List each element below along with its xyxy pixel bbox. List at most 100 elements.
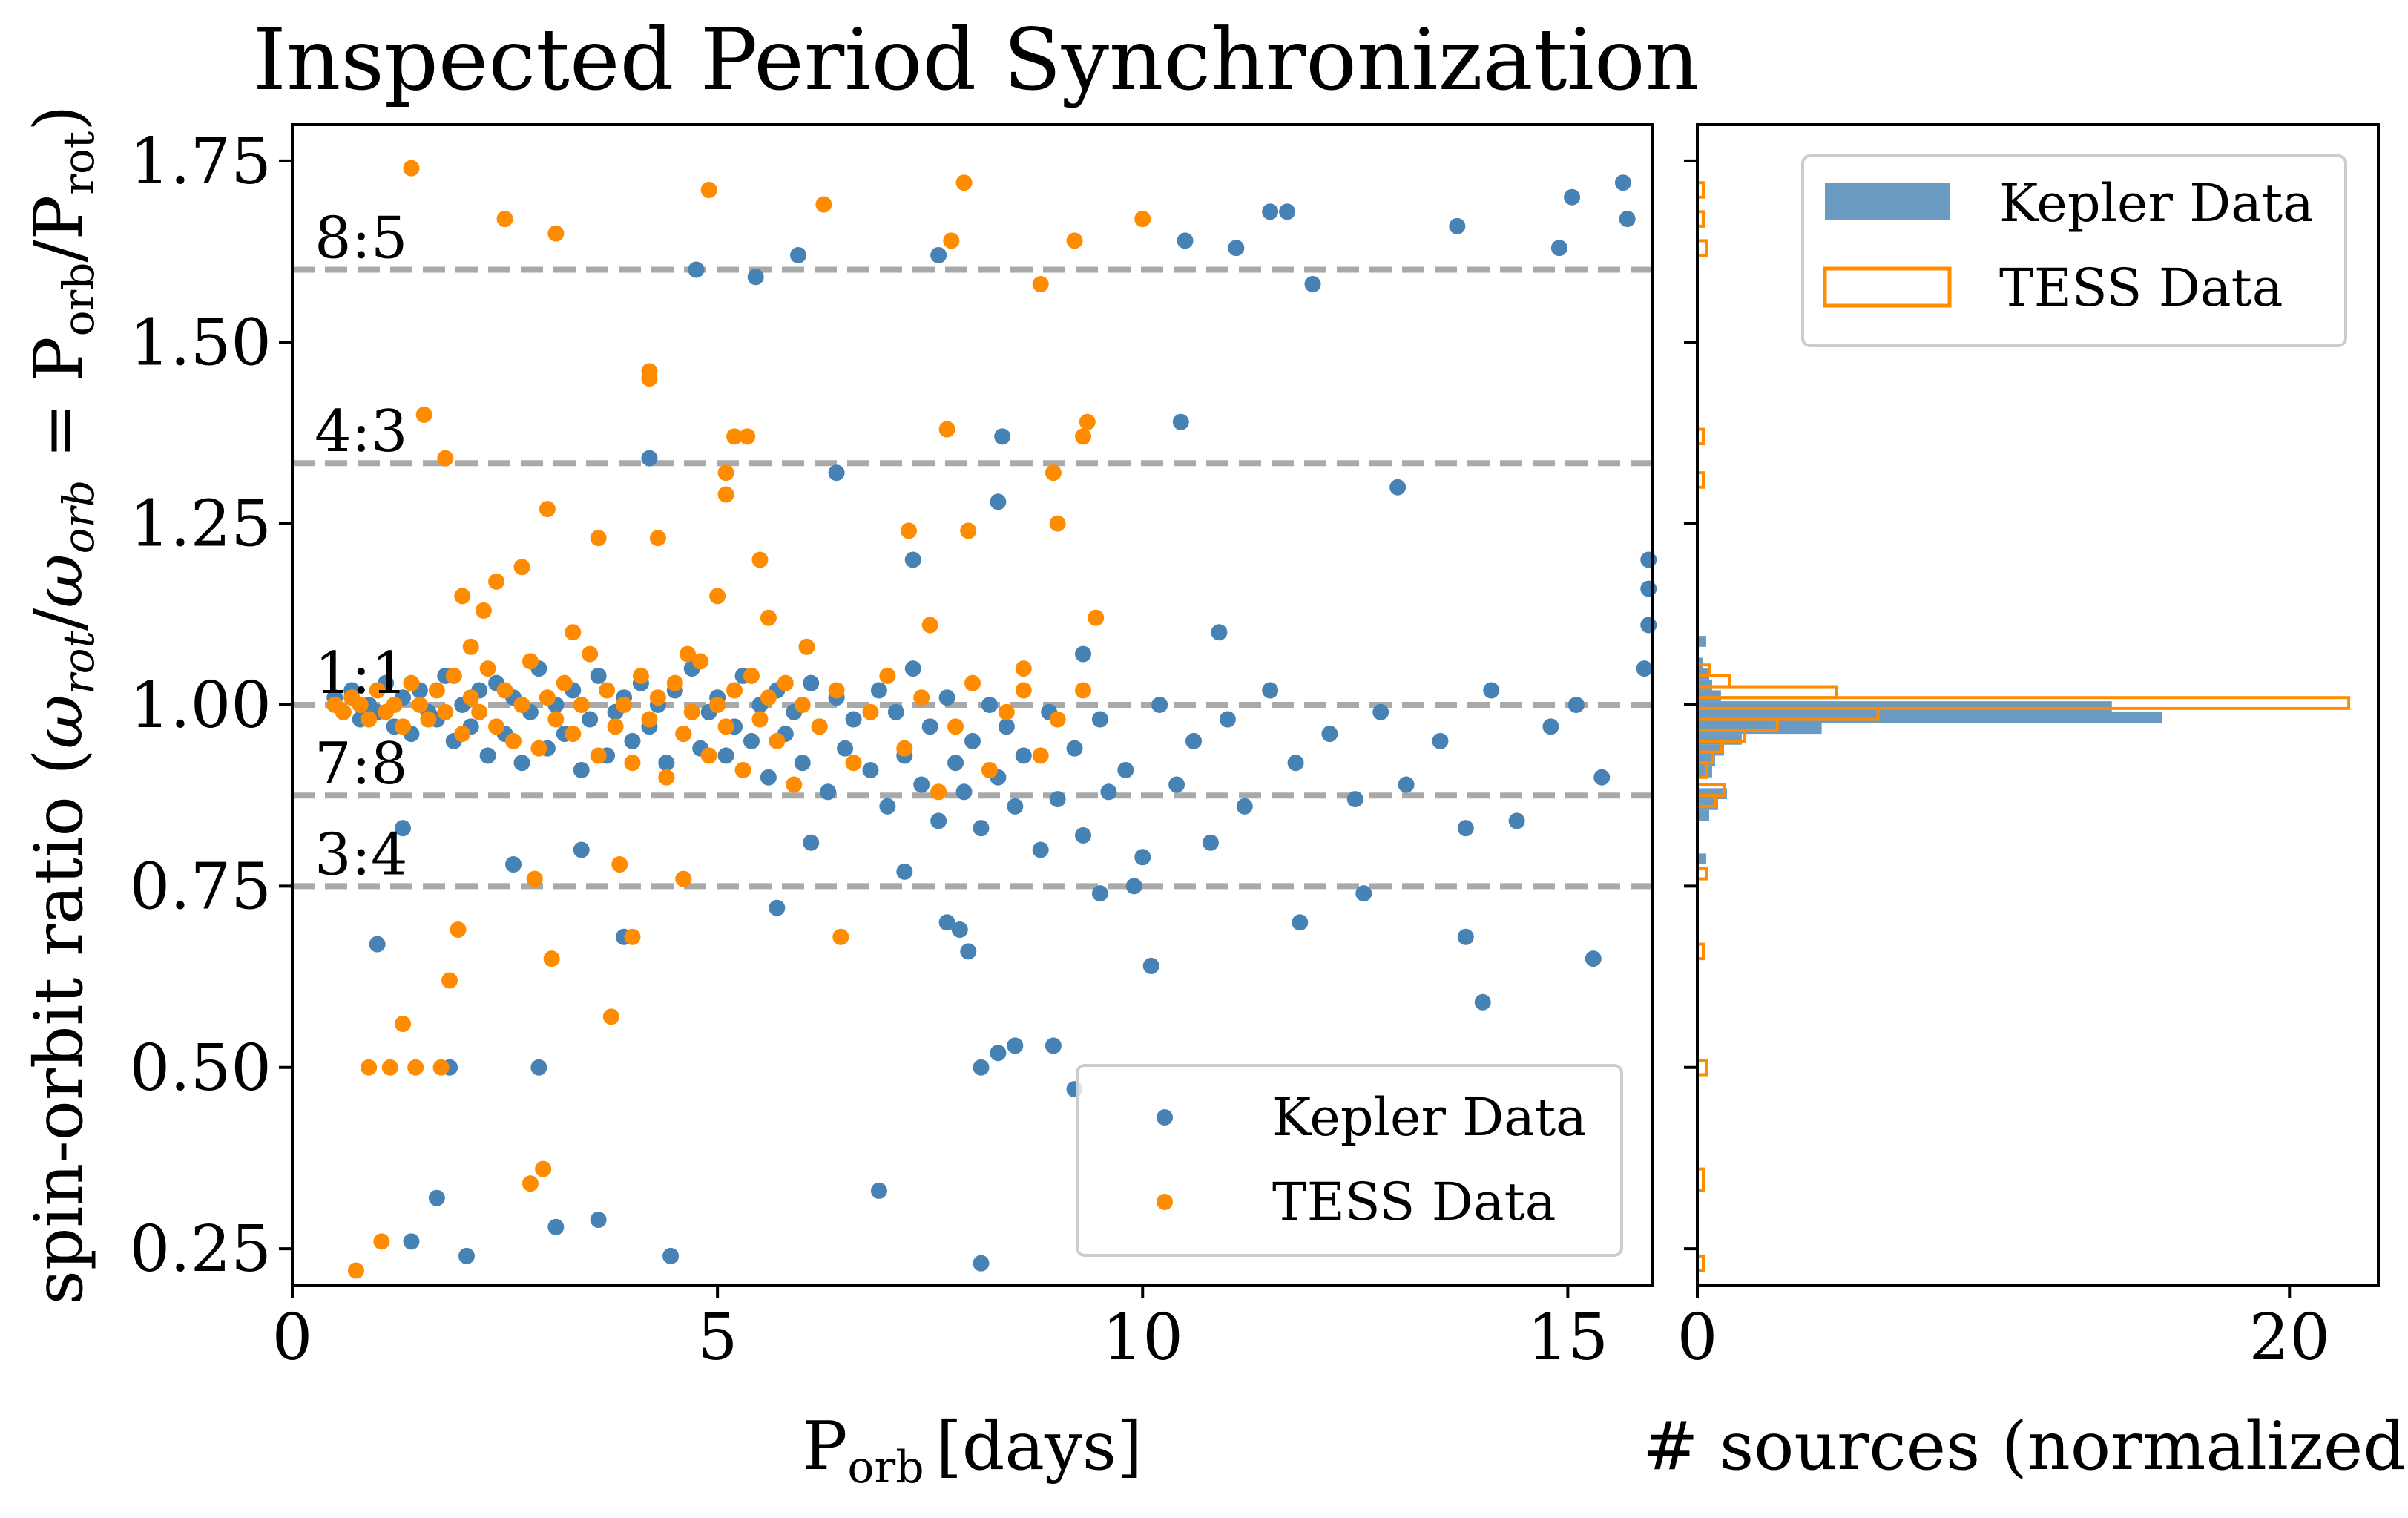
kepler-point: [990, 493, 1007, 510]
tess-point: [624, 755, 641, 772]
tess-point: [700, 747, 717, 764]
kepler-point: [938, 914, 955, 931]
tess-point: [547, 225, 565, 242]
tess-point: [828, 682, 845, 699]
legend-label-kepler: Kepler Data: [1272, 1087, 1587, 1148]
kepler-point: [760, 769, 777, 786]
kepler-point: [747, 269, 764, 286]
kepler-point: [1321, 726, 1338, 743]
tess-point: [751, 711, 769, 728]
tess-point: [607, 718, 624, 735]
scatter-points: [326, 160, 1657, 1279]
kepler-point: [1075, 645, 1092, 663]
tess-point: [386, 697, 403, 713]
x-axis-label: Porb [days]: [803, 1407, 1142, 1494]
kepler-point: [1151, 697, 1168, 713]
tess-point: [496, 211, 513, 228]
tess-point: [896, 740, 913, 757]
tess-point: [798, 638, 815, 655]
kepler-point: [590, 1212, 607, 1229]
tess-point: [1088, 609, 1105, 626]
y-tick-label: 0.50: [130, 1031, 272, 1105]
histogram-ticks: 0 20: [1677, 159, 2330, 1375]
kepler-point: [1432, 732, 1449, 749]
kepler-point: [573, 761, 590, 778]
kepler-point: [862, 761, 879, 778]
kepler-point: [1636, 660, 1653, 677]
kepler-point: [1100, 783, 1117, 801]
kepler-point: [896, 863, 913, 880]
kepler-point: [794, 755, 811, 772]
tess-point: [811, 718, 828, 735]
kepler-point: [994, 428, 1011, 445]
scatter-legend: Kepler Data TESS Data: [1076, 1064, 1623, 1257]
kepler-point: [887, 703, 904, 720]
tess-point: [760, 609, 777, 626]
tess-point: [632, 667, 649, 684]
kepler-hist-bar: [1697, 668, 1709, 680]
tess-point: [913, 689, 930, 706]
tess-point: [930, 783, 947, 801]
kepler-hist-bar: [1697, 679, 1712, 691]
tess-point: [420, 711, 437, 728]
kepler-point: [904, 660, 921, 677]
kepler-point: [505, 856, 522, 873]
kepler-point: [951, 921, 968, 939]
tess-point: [1079, 413, 1096, 430]
kepler-point: [1075, 827, 1092, 844]
tess-point: [437, 450, 454, 467]
tess-point: [369, 682, 386, 699]
kepler-point: [1015, 747, 1032, 764]
tess-point: [437, 703, 454, 720]
kepler-point: [1508, 812, 1525, 829]
tess-point: [479, 660, 496, 677]
kepler-point: [820, 783, 837, 801]
kepler-point: [641, 450, 658, 467]
tess-point: [602, 1008, 619, 1025]
tess-point: [717, 464, 734, 482]
tess-point: [611, 856, 628, 873]
tess-point: [462, 689, 479, 706]
tess-point: [445, 667, 462, 684]
kepler-point: [1483, 682, 1500, 699]
kepler-point: [828, 464, 845, 482]
kepler-point: [458, 1247, 475, 1264]
tess-point: [862, 703, 879, 720]
tess-point: [739, 428, 756, 445]
legend-patch-kepler: [1825, 183, 1950, 220]
tess-point: [938, 421, 955, 438]
kepler-point: [1542, 718, 1559, 735]
tess-point: [415, 407, 432, 423]
kepler-point: [1228, 240, 1245, 257]
kepler-point: [870, 1182, 887, 1199]
tess-point: [441, 972, 458, 989]
kepler-hist-bar: [1697, 712, 2162, 723]
y-tick-label: 1.00: [130, 668, 272, 743]
kepler-point: [530, 1059, 547, 1076]
kepler-point: [1045, 1037, 1062, 1054]
kepler-point: [658, 755, 675, 772]
kepler-point: [1007, 798, 1024, 815]
kepler-point: [573, 841, 590, 858]
tess-point: [565, 624, 582, 641]
kepler-point: [1117, 761, 1134, 778]
tess-point: [488, 718, 505, 735]
kepler-point: [513, 755, 530, 772]
kepler-point: [1202, 834, 1219, 851]
kepler-point: [1304, 276, 1321, 293]
tess-point: [666, 674, 683, 691]
tess-point: [543, 950, 560, 967]
tess-point: [573, 697, 590, 713]
kepler-point: [403, 1233, 420, 1250]
tess-point: [734, 761, 751, 778]
tess-point: [462, 638, 479, 655]
tess-point: [556, 674, 573, 691]
kepler-point: [662, 1247, 680, 1264]
kepler-point: [428, 1189, 445, 1206]
tess-point: [361, 711, 378, 728]
tess-point: [1134, 211, 1151, 228]
tess-point: [590, 747, 607, 764]
tess-point: [815, 196, 832, 213]
kepler-point: [1449, 217, 1466, 234]
